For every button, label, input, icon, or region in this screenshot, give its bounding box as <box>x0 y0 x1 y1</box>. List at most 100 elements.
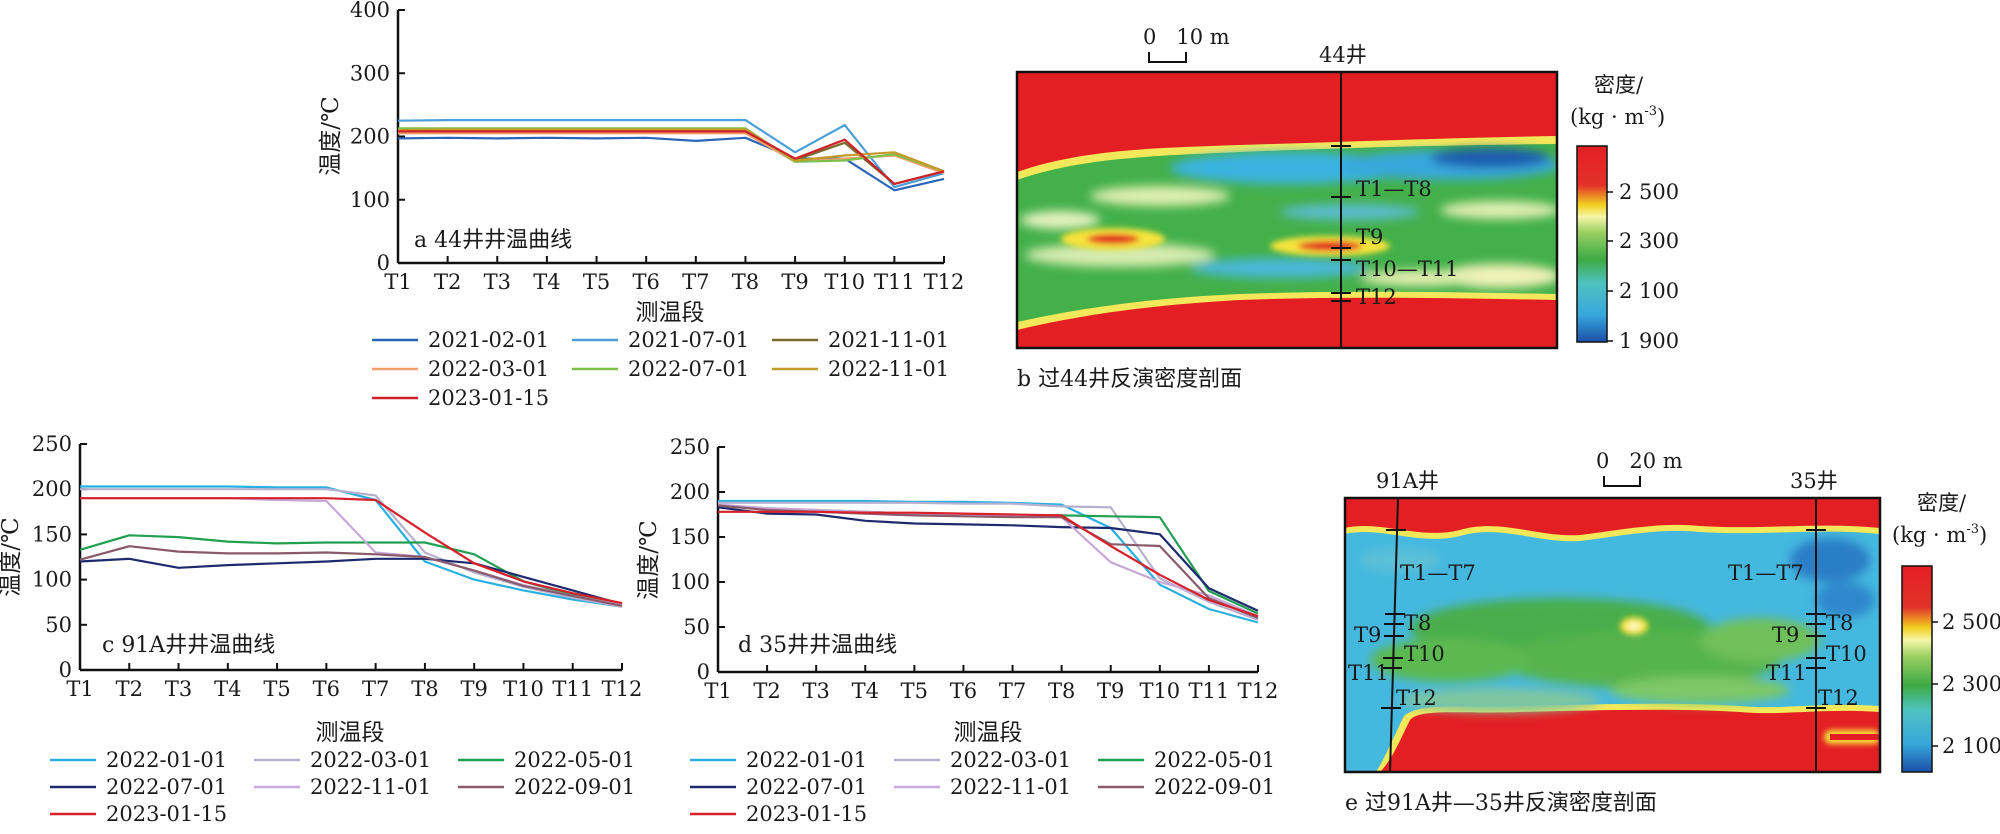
x-tick-label: T11 <box>874 270 915 294</box>
y-tick-label: 200 <box>670 480 710 504</box>
colorbar-b <box>1576 145 1608 343</box>
scale-bar-label: 0 10 m <box>1143 25 1230 49</box>
colorbar-e-unit: (kg · m-3) <box>1892 522 1987 547</box>
x-tick-label: T6 <box>950 679 977 703</box>
y-axis-label: 温度/℃ <box>636 520 662 599</box>
x-tick-label: T7 <box>682 270 709 294</box>
y-tick-label: 0 <box>377 251 390 275</box>
y-tick-label: 250 <box>670 435 710 459</box>
x-tick-label: T2 <box>116 677 143 701</box>
e-left-t12: T12 <box>1396 686 1437 710</box>
x-tick-label: T5 <box>263 677 290 701</box>
well-label-35: 35井 <box>1790 469 1838 493</box>
legend-label: 2022-03-01 <box>310 748 431 772</box>
series-line-2022-07-01 <box>79 557 623 606</box>
y-tick-label: 0 <box>59 658 72 682</box>
colorbar-e-tick: 2 300 <box>1942 672 2000 696</box>
x-tick-label: T9 <box>460 677 487 701</box>
legend-label: 2022-11-01 <box>950 775 1071 799</box>
legend-label: 2022-05-01 <box>514 748 635 772</box>
x-tick-label: T1 <box>704 679 731 703</box>
scale-bar <box>1148 52 1187 63</box>
x-tick-label: T12 <box>924 270 965 294</box>
x-axis-label: 测温段 <box>954 720 1023 746</box>
section-label-t10-t11: T10—T11 <box>1356 257 1458 281</box>
y-tick-label: 0 <box>697 660 710 684</box>
series-line-2023-01-15 <box>718 510 1259 618</box>
x-tick-label: T10 <box>1139 679 1180 703</box>
x-tick-label: T4 <box>852 679 879 703</box>
section-label-t1-t8: T1—T8 <box>1356 177 1432 201</box>
e-left-t8: T8 <box>1404 611 1431 635</box>
x-tick-label: T3 <box>802 679 829 703</box>
legend-label: 2022-11-01 <box>828 357 949 381</box>
legend-label: 2021-02-01 <box>428 328 549 352</box>
colorbar-b-title: 密度/ <box>1594 73 1644 97</box>
panel-b-density-section: T1—T8 T9 T10—T11 T12 44井 0 10 m b 过44井反演… <box>1015 25 1679 392</box>
series-line-2023-01-15 <box>80 497 623 605</box>
colorbar-b-tick: 2 500 <box>1619 180 1679 204</box>
legend-label: 2022-09-01 <box>1154 775 1275 799</box>
y-tick-label: 400 <box>350 0 390 22</box>
x-tick-label: T8 <box>411 677 438 701</box>
series-line-2022-07-01 <box>717 506 1259 612</box>
legend-label: 2023-01-15 <box>106 802 227 826</box>
colorbar-b-tick: 1 900 <box>1619 329 1679 353</box>
chart-caption: d 35井井温曲线 <box>738 633 897 658</box>
y-tick-label: 250 <box>32 432 72 456</box>
x-tick-label: T9 <box>781 270 808 294</box>
chart-d-35-well-temperature: 0 50 100 150 200 250 T1 T2 T3 T4 T5 T6 T7 T8 T9 T10 T11 T… <box>636 435 1278 826</box>
y-axis-label: 温度/℃ <box>0 517 24 596</box>
x-tick-label: T11 <box>1189 679 1230 703</box>
e-right-t9: T9 <box>1772 623 1799 647</box>
y-tick-label: 300 <box>350 61 390 85</box>
y-tick-label: 200 <box>32 477 72 501</box>
section-label-t12: T12 <box>1356 285 1397 309</box>
x-tick-label: T4 <box>214 677 241 701</box>
e-right-t8: T8 <box>1826 611 1853 635</box>
y-tick-label: 100 <box>670 570 710 594</box>
e-left-t11: T11 <box>1348 661 1389 685</box>
x-axis-label: 测温段 <box>316 720 385 746</box>
legend-label: 2022-03-01 <box>950 748 1071 772</box>
series-line-2023-01-15 <box>398 130 945 185</box>
series-line-2022-09-01 <box>717 504 1259 620</box>
legend-label: 2022-09-01 <box>514 775 635 799</box>
y-tick-label: 100 <box>350 188 390 212</box>
panel-e-caption: e 过91A井—35井反演密度剖面 <box>1345 791 1657 816</box>
series-line-2021-02-01 <box>397 136 945 192</box>
x-tick-label: T1 <box>384 270 411 294</box>
x-tick-label: T5 <box>583 270 610 294</box>
well-label-44: 44井 <box>1319 43 1367 67</box>
x-tick-label: T10 <box>824 270 865 294</box>
legend-label: 2022-03-01 <box>428 357 549 381</box>
legend-label: 2022-07-01 <box>746 775 867 799</box>
chart-caption: c 91A井井温曲线 <box>102 633 275 658</box>
chart-a-44-well-temperature: 0 100 200 300 400 T1 T2 T3 T4 T5 T6 T7 T8 T9 T10 T11 T12… <box>318 0 964 410</box>
y-tick-label: 150 <box>670 525 710 549</box>
x-tick-label: T6 <box>632 270 659 294</box>
legend-label: 2023-01-15 <box>746 802 867 826</box>
y-tick-label: 50 <box>683 615 710 639</box>
x-tick-label: T11 <box>552 677 593 701</box>
legend-label: 2022-01-01 <box>746 748 867 772</box>
series-line-2022-11-01 <box>717 503 1259 618</box>
series-line-2022-05-01 <box>717 504 1259 615</box>
panel-b-caption: b 过44井反演密度剖面 <box>1017 367 1242 392</box>
series-line-2022-11-01 <box>397 128 945 173</box>
legend-label: 2021-07-01 <box>628 328 749 352</box>
colorbar-e-title: 密度/ <box>1917 491 1967 515</box>
colorbar-e-tick: 2 500 <box>1942 610 2000 634</box>
x-tick-label: T3 <box>484 270 511 294</box>
e-right-t1-t7: T1—T7 <box>1728 561 1804 585</box>
series-line-2022-07-01 <box>398 127 945 173</box>
colorbar-b-tick: 2 300 <box>1619 229 1679 253</box>
e-left-t10: T10 <box>1404 642 1445 666</box>
y-axis-label: 温度/℃ <box>318 96 344 175</box>
x-tick-label: T6 <box>313 677 340 701</box>
series-line-2022-03-01 <box>398 132 945 175</box>
colorbar-b-tick: 2 100 <box>1619 279 1679 303</box>
legend-label: 2022-11-01 <box>310 775 431 799</box>
series-line-2022-01-01 <box>80 485 623 608</box>
series-line-2022-03-01 <box>718 501 1259 621</box>
